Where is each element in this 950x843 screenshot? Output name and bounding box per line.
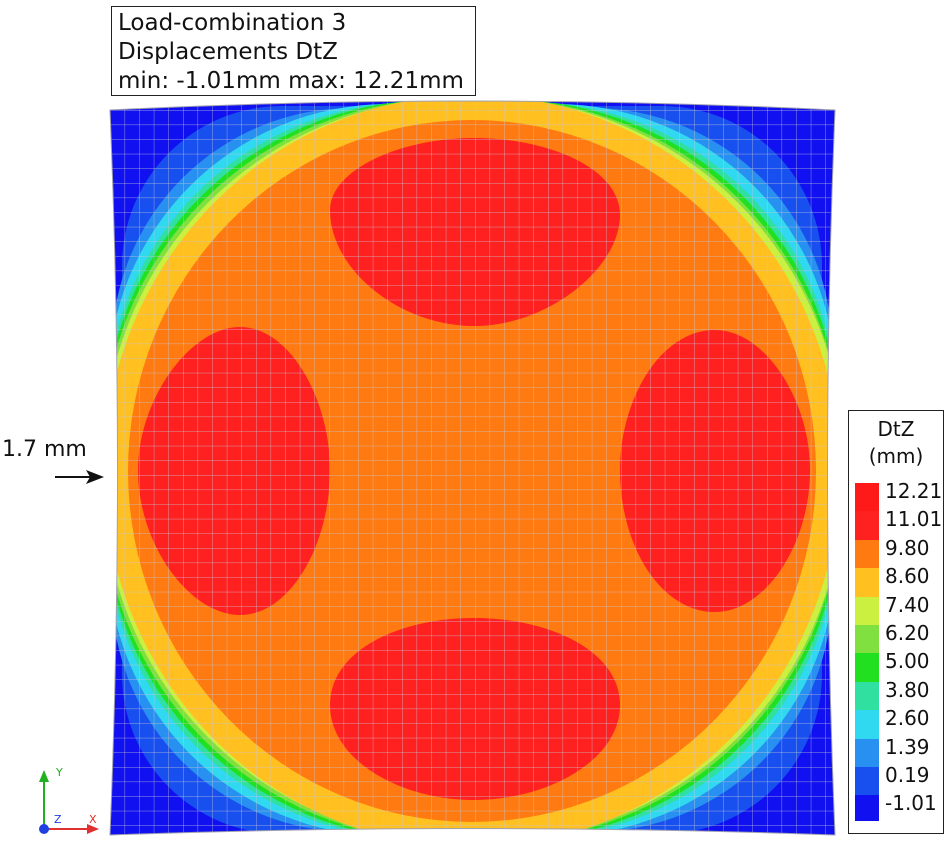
legend-label: 6.20 xyxy=(885,621,930,645)
legend-swatch xyxy=(855,483,879,512)
y-axis-label: Y xyxy=(55,766,63,779)
color-legend: DtZ (mm) 12.21 11.01 9.80 8.60 7.40 6.20 5.00 3… xyxy=(848,410,944,834)
y-axis-arrow xyxy=(39,770,49,782)
legend-unit: (mm) xyxy=(868,444,924,468)
x-axis-arrow xyxy=(87,824,99,834)
x-axis-label: X xyxy=(89,813,97,826)
legend-label: 8.60 xyxy=(885,564,930,589)
legend-label: 3.80 xyxy=(885,677,930,702)
legend-swatch xyxy=(855,767,879,796)
plate-contours xyxy=(110,101,835,835)
plot-title-box: Load-combination 3 Displacements DtZ min… xyxy=(111,6,476,96)
legend-swatch xyxy=(855,596,879,626)
legend-swatch xyxy=(855,625,879,654)
legend-swatch xyxy=(855,511,879,541)
legend-swatch xyxy=(855,738,879,768)
z-axis-dot xyxy=(39,824,49,834)
legend-label: -1.01 xyxy=(885,791,937,816)
z-axis-label: Z xyxy=(54,813,62,826)
finite-element-mesh xyxy=(110,101,835,835)
legend-label: 9.80 xyxy=(885,535,930,560)
legend-swatch xyxy=(855,568,879,598)
title-load-combination: Load-combination 3 xyxy=(118,10,347,36)
displacement-arrow xyxy=(55,470,104,484)
axes-triad: Y X Z xyxy=(39,766,99,834)
title-min-max: min: -1.01mm max: 12.21mm xyxy=(118,68,464,94)
legend-label: 7.40 xyxy=(885,592,930,617)
legend-swatch xyxy=(855,539,879,569)
legend-label: 12.21 xyxy=(885,479,943,503)
legend-label: 2.60 xyxy=(885,706,930,731)
legend-title: DtZ xyxy=(877,417,915,441)
legend-swatch xyxy=(855,710,879,740)
legend-swatch xyxy=(855,795,879,821)
plate-outline xyxy=(109,100,836,836)
legend-swatch xyxy=(855,653,879,683)
legend-swatch xyxy=(855,681,879,711)
legend-label: 0.19 xyxy=(885,763,930,787)
legend-label: 11.01 xyxy=(885,507,943,532)
legend-label: 1.39 xyxy=(885,734,930,759)
title-result-type: Displacements DtZ xyxy=(118,39,338,65)
legend-label: 5.00 xyxy=(885,649,930,674)
displacement-annotation: 1.7 mm xyxy=(2,437,87,462)
